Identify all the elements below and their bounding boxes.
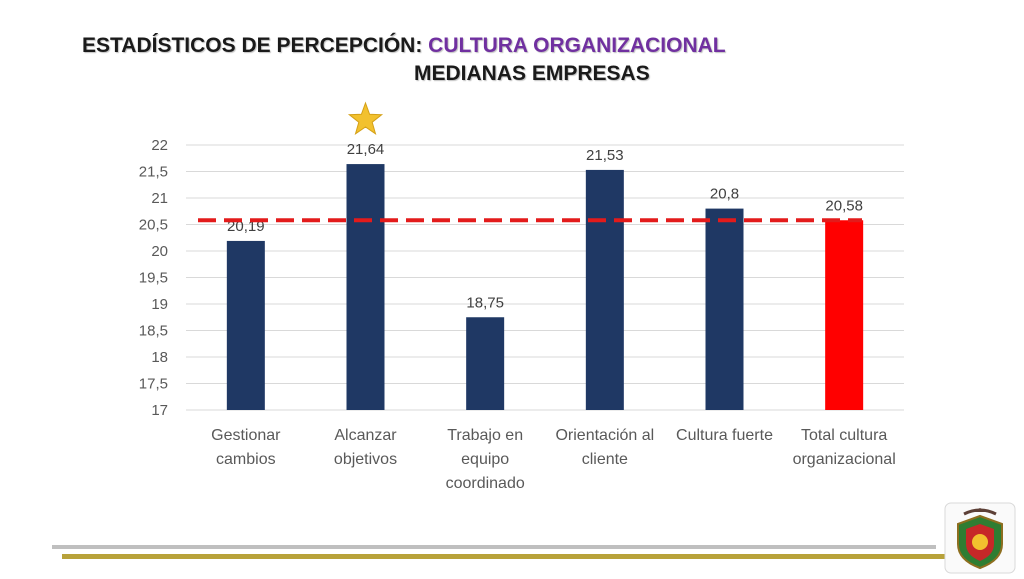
y-axis-ticks: 17 17,5 18 18,5 19 19,5 20 20,5 21 21,5 22 — [139, 137, 168, 419]
category-label: Alcanzar objetivos — [334, 427, 397, 468]
category-label-line: Orientación al — [555, 427, 654, 444]
y-tick-label: 21,5 — [139, 164, 168, 181]
category-label-line: objetivos — [334, 451, 397, 468]
y-tick-label: 17,5 — [139, 376, 168, 393]
category-label-line: organizacional — [793, 451, 896, 468]
bar — [705, 208, 744, 410]
category-label: Orientación al cliente — [555, 427, 654, 468]
category-label-line: Gestionar — [211, 427, 281, 444]
category-label-line: Trabajo en — [447, 427, 523, 444]
category-labels: Gestionar cambios Alcanzar objetivos Trabajo… — [211, 427, 896, 492]
footer-divider-gray — [52, 545, 936, 549]
category-label-line: cambios — [216, 451, 276, 468]
y-tick-label: 22 — [151, 137, 168, 154]
y-tick-label: 18,5 — [139, 323, 168, 340]
title-accent: CULTURA ORGANIZACIONAL — [428, 34, 726, 57]
y-tick-label: 19 — [151, 296, 168, 313]
category-label-line: equipo — [461, 451, 509, 468]
category-label-line: Cultura fuerte — [676, 427, 773, 444]
data-label: 20,8 — [710, 186, 739, 203]
bar — [825, 220, 864, 410]
star-group — [347, 101, 384, 135]
category-label: Total cultura organizacional — [793, 427, 896, 468]
grid-lines — [186, 144, 904, 411]
category-label: Trabajo en equipo coordinado — [446, 427, 525, 492]
bars — [226, 164, 864, 410]
bar — [226, 240, 265, 410]
y-tick-label: 20 — [151, 243, 168, 260]
y-tick-label: 19,5 — [139, 270, 168, 287]
bar — [585, 169, 624, 410]
data-label: 18,75 — [466, 294, 504, 311]
y-tick-label: 18 — [151, 349, 168, 366]
bar — [466, 317, 505, 410]
bar — [346, 164, 385, 410]
title-prefix: ESTADÍSTICOS DE PERCEPCIÓN: — [82, 34, 429, 57]
university-seal-icon — [944, 502, 1016, 574]
y-tick-label: 17 — [151, 402, 168, 419]
data-label: 21,64 — [347, 141, 385, 158]
title-subtitle: MEDIANAS EMPRESAS — [414, 62, 650, 85]
category-label: Cultura fuerte — [676, 427, 773, 444]
category-label: Gestionar cambios — [211, 427, 281, 468]
category-label-line: coordinado — [446, 475, 525, 492]
category-label-line: Alcanzar — [334, 427, 397, 444]
category-label-line: cliente — [582, 451, 628, 468]
category-label-line: Total cultura — [801, 427, 887, 444]
y-tick-label: 21 — [151, 190, 168, 207]
star-icon — [347, 101, 384, 135]
y-tick-label: 20,5 — [139, 217, 168, 234]
data-label: 20,58 — [825, 197, 863, 214]
data-label: 21,53 — [586, 147, 624, 164]
footer-divider-gold — [62, 554, 946, 559]
title-line: ESTADÍSTICOS DE PERCEPCIÓN: CULTURA ORGA… — [82, 34, 726, 58]
